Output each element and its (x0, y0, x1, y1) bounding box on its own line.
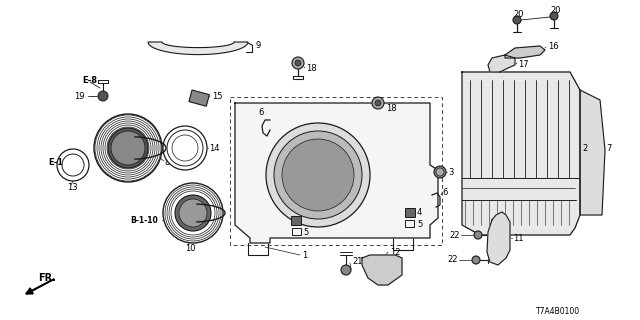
Text: 9: 9 (255, 41, 260, 50)
Text: 18: 18 (306, 63, 317, 73)
Circle shape (274, 131, 362, 219)
Text: 4: 4 (303, 215, 308, 225)
Text: 12: 12 (390, 247, 401, 257)
Polygon shape (148, 42, 248, 55)
Text: 3: 3 (448, 167, 453, 177)
Text: 8: 8 (164, 157, 170, 166)
Text: 22: 22 (447, 255, 458, 265)
Polygon shape (487, 212, 510, 265)
Text: 7: 7 (606, 143, 611, 153)
Circle shape (282, 139, 354, 211)
Text: B-1-10: B-1-10 (130, 215, 157, 225)
Circle shape (108, 128, 148, 168)
Circle shape (266, 123, 370, 227)
Text: E-8: E-8 (82, 76, 97, 84)
Text: 2: 2 (582, 143, 588, 153)
Text: FR.: FR. (38, 273, 56, 283)
Circle shape (57, 149, 89, 181)
Circle shape (175, 195, 211, 231)
Text: 19: 19 (74, 92, 84, 100)
Circle shape (163, 126, 207, 170)
Circle shape (172, 135, 198, 161)
Text: E-1: E-1 (48, 157, 63, 166)
Bar (291, 216, 301, 225)
Circle shape (94, 114, 162, 182)
Circle shape (111, 131, 145, 165)
Bar (189, 90, 209, 106)
Polygon shape (580, 90, 605, 215)
Bar (292, 228, 301, 235)
Circle shape (62, 154, 84, 176)
Text: 5: 5 (417, 220, 422, 228)
Text: 4: 4 (417, 207, 422, 217)
Polygon shape (505, 46, 545, 58)
Text: 5: 5 (303, 228, 308, 236)
Circle shape (179, 199, 207, 227)
Circle shape (163, 183, 223, 243)
Text: 15: 15 (212, 92, 223, 100)
Circle shape (434, 166, 446, 178)
Text: 20: 20 (513, 10, 524, 19)
Circle shape (295, 60, 301, 66)
Text: 1: 1 (302, 252, 307, 260)
Text: 13: 13 (67, 182, 77, 191)
Text: 21: 21 (352, 258, 362, 267)
Bar (405, 208, 415, 217)
Text: 17: 17 (518, 60, 529, 68)
Bar (405, 220, 414, 227)
Text: 20: 20 (550, 5, 561, 14)
Text: 22: 22 (449, 230, 460, 239)
Bar (230, 97, 442, 245)
Circle shape (167, 130, 203, 166)
Circle shape (341, 265, 351, 275)
Text: 6: 6 (258, 108, 264, 116)
Text: 16: 16 (548, 42, 559, 51)
Text: 6: 6 (442, 188, 447, 196)
Circle shape (513, 16, 521, 24)
Polygon shape (362, 255, 402, 285)
Polygon shape (235, 103, 438, 243)
Circle shape (372, 97, 384, 109)
Circle shape (474, 231, 482, 239)
Text: 14: 14 (209, 143, 220, 153)
Circle shape (550, 12, 558, 20)
Circle shape (436, 168, 444, 176)
Circle shape (292, 57, 304, 69)
Polygon shape (488, 55, 515, 72)
Polygon shape (462, 72, 580, 235)
Circle shape (375, 100, 381, 106)
Text: 10: 10 (185, 244, 195, 252)
Circle shape (472, 256, 480, 264)
Text: T7A4B0100: T7A4B0100 (536, 308, 580, 316)
Text: 18: 18 (386, 103, 397, 113)
Text: 11: 11 (513, 234, 524, 243)
Circle shape (98, 91, 108, 101)
